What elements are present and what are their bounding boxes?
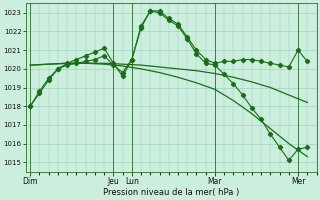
X-axis label: Pression niveau de la mer( hPa ): Pression niveau de la mer( hPa ) [103,188,239,197]
